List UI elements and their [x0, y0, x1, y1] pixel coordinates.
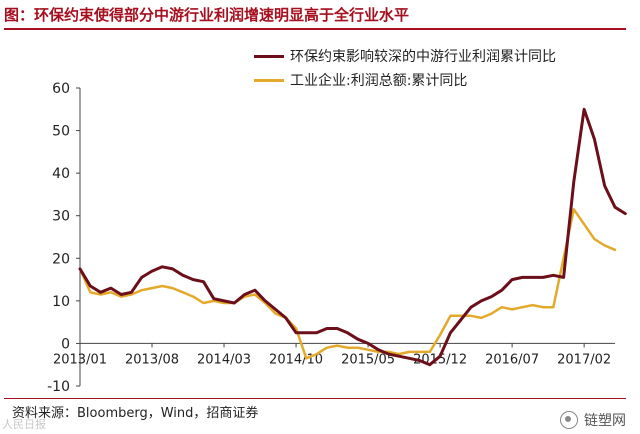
x-axis-ticks: 2013/01 2013/08 2014/03 2014/10 2015/05 2015/… [53, 343, 611, 367]
chart-title: 图：环保约束使得部分中游行业利润增速明显高于全行业水平 [4, 6, 410, 24]
y-axis-ticks: 60 50 40 30 20 10 0 -10 [47, 81, 80, 395]
wechat-icon [560, 411, 578, 429]
legend-swatch-series-2 [254, 78, 284, 82]
chart-axes [79, 88, 615, 386]
legend-label-series-1: 环保约束影响较深的中游行业利润累计同比 [290, 49, 556, 65]
y-tick-label: 20 [52, 251, 70, 267]
watermark-left: 人民日报 [2, 418, 46, 431]
series-line-2 [78, 208, 617, 360]
watermark-right: 链塑网 [560, 410, 626, 430]
legend-item-series-1: 环保约束影响较深的中游行业利润累计同比 [254, 44, 556, 68]
x-tick-label: 2013/01 [53, 352, 107, 367]
y-tick-label: 0 [61, 336, 70, 352]
x-tick-label: 2017/02 [557, 352, 611, 367]
y-tick-label: 60 [52, 81, 70, 97]
legend-label-series-2: 工业企业:利润总额:累计同比 [290, 73, 468, 89]
y-tick-label: 30 [52, 209, 70, 225]
y-tick-label: 40 [52, 166, 70, 182]
series-line-1 [78, 107, 627, 367]
x-tick-label: 2014/03 [197, 352, 251, 367]
x-tick-label: 2013/08 [125, 352, 179, 367]
watermark-right-label: 链塑网 [584, 413, 626, 429]
y-tick-label: 50 [52, 124, 70, 140]
chart-legend: 环保约束影响较深的中游行业利润累计同比 工业企业:利润总额:累计同比 [254, 44, 556, 92]
legend-item-series-2: 工业企业:利润总额:累计同比 [254, 68, 556, 92]
x-tick-label: 2016/07 [485, 352, 539, 367]
source-note: 资料来源：Bloomberg，Wind，招商证券 [12, 406, 259, 421]
source-divider [4, 398, 626, 399]
x-tick-label: 2015/05 [341, 352, 395, 367]
y-tick-label: 10 [52, 294, 70, 310]
title-divider [4, 28, 626, 30]
legend-swatch-series-1 [254, 54, 284, 58]
series-lines [78, 107, 627, 367]
y-tick-label: -10 [47, 379, 70, 395]
